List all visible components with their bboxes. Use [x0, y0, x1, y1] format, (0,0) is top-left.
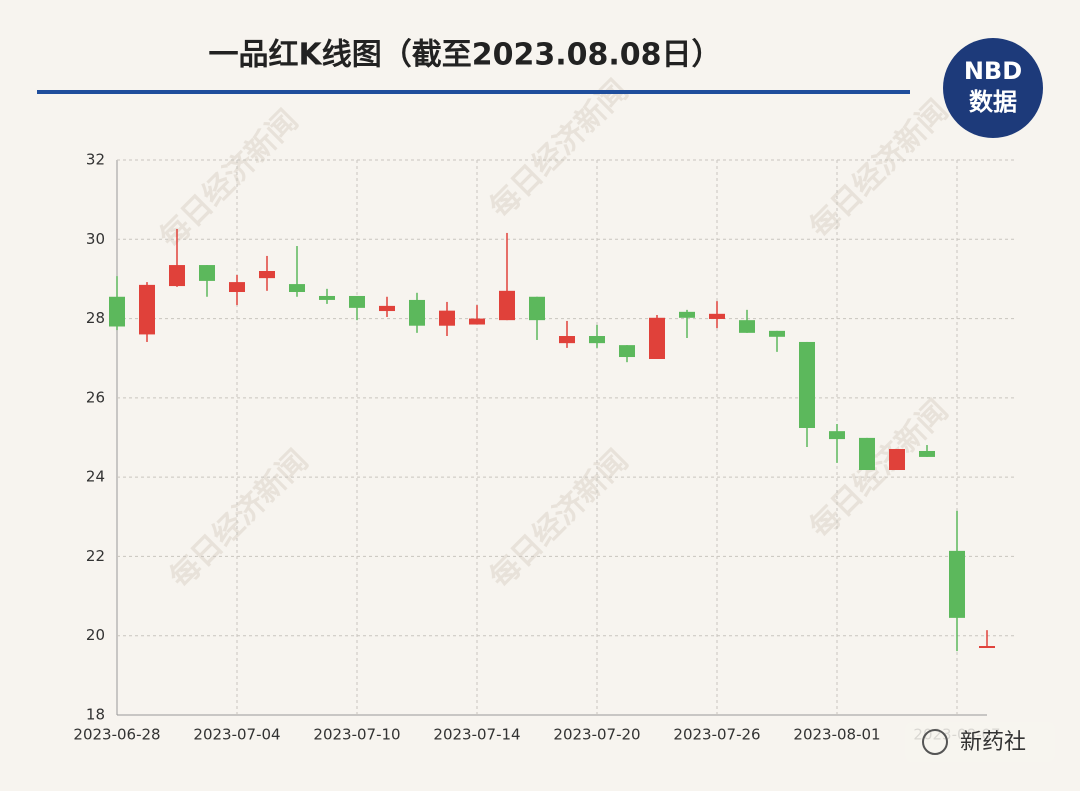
- candle-body: [139, 284, 155, 335]
- candle-body: [469, 318, 485, 325]
- candle-body: [349, 295, 365, 308]
- chart-title: 一品红K线图（截至2023.08.08日）: [208, 38, 721, 73]
- x-tick-label: 2023-07-04: [193, 726, 280, 744]
- candle-body: [709, 313, 725, 319]
- candle-body: [439, 310, 455, 326]
- candle-body: [619, 345, 635, 358]
- candle-body: [289, 284, 305, 293]
- x-tick-label: 2023-07-20: [553, 726, 640, 744]
- logo: [943, 38, 1043, 138]
- y-tick-label: 28: [86, 309, 105, 327]
- candle-body: [859, 437, 875, 471]
- candle-body: [169, 265, 185, 287]
- badge-icon: [922, 729, 948, 755]
- candle-body: [919, 450, 935, 457]
- y-tick-label: 26: [86, 388, 105, 406]
- logo-bottom: 数据: [969, 88, 1017, 116]
- candle-body: [679, 311, 695, 318]
- x-tick-label: 2023-07-14: [433, 726, 520, 744]
- badge: 新药社: [960, 730, 1026, 755]
- candle-body: [199, 265, 215, 281]
- y-tick-label: 32: [86, 151, 105, 169]
- candle-body: [889, 448, 905, 471]
- x-tick-label: 2023-07-10: [313, 726, 400, 744]
- candle-body: [229, 282, 245, 293]
- candle-body: [589, 336, 605, 344]
- x-tick-label: 2023-08-01: [793, 726, 880, 744]
- candle-body: [739, 320, 755, 333]
- y-tick-label: 18: [86, 706, 105, 724]
- candle-body: [409, 299, 425, 326]
- candle-body: [109, 296, 125, 327]
- candle-body: [319, 295, 335, 300]
- y-tick-label: 30: [86, 230, 105, 248]
- plot: 18 20 22 24 26 28 30 32 2023-06-28 2023-07-04 2023…: [73, 151, 1017, 744]
- candle-body: [979, 646, 995, 649]
- candle-body: [379, 305, 395, 312]
- x-tick-label: 2023-06-28: [73, 726, 160, 744]
- candle-body: [799, 341, 815, 428]
- x-tick-label: 2023-07-26: [673, 726, 760, 744]
- candle-body: [769, 330, 785, 337]
- candle-body: [949, 550, 965, 618]
- candle-body: [259, 271, 275, 279]
- logo-top: NBD: [964, 57, 1022, 85]
- candle-body: [649, 317, 665, 360]
- candle-body: [559, 336, 575, 344]
- y-tick-label: 24: [86, 468, 105, 486]
- y-tick-label: 22: [86, 547, 105, 565]
- candle-body: [499, 290, 515, 321]
- candle-body: [829, 431, 845, 440]
- y-tick-label: 20: [86, 626, 105, 644]
- candle-body: [529, 296, 545, 321]
